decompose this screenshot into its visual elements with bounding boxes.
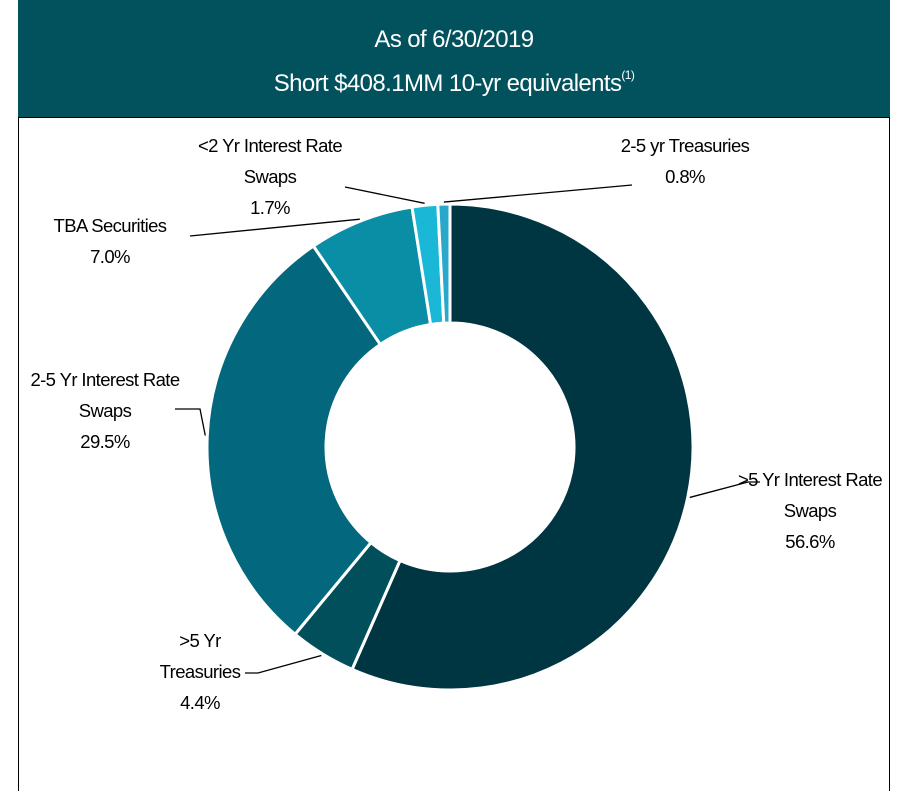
- leader-line: [689, 481, 760, 499]
- value-label: 1.7%: [250, 197, 290, 218]
- footnote-marker: (1): [621, 68, 635, 82]
- leader-line: [344, 186, 425, 204]
- donut-slice: [436, 202, 452, 325]
- category-label: <2 Yr Interest Rate Swaps: [197, 135, 343, 187]
- category-label: >5 Yr Interest Rate Swaps: [737, 469, 883, 521]
- leader-line: [175, 408, 206, 436]
- slice-label: 2-5 yr Treasuries 0.8%: [620, 130, 750, 192]
- slice-label: TBA Securities 7.0%: [20, 210, 200, 272]
- slice-label: 2-5 Yr Interest Rate Swaps 29.5%: [25, 364, 185, 457]
- frame: [18, 0, 890, 791]
- category-label: >5 Yr Treasuries: [159, 630, 241, 682]
- slice-label: >5 Yr Treasuries 4.4%: [140, 625, 260, 718]
- category-label: TBA Securities: [53, 215, 168, 236]
- category-label: 2-5 yr Treasuries: [620, 135, 750, 156]
- donut-slice: [350, 202, 695, 692]
- value-label: 56.6%: [785, 531, 835, 552]
- chart-title: As of 6/30/2019: [374, 26, 534, 53]
- subtitle-row: Short $408.1MM 10-yr equivalents(1): [18, 68, 890, 98]
- slice-label: >5 Yr Interest Rate Swaps 56.6%: [735, 464, 885, 557]
- leader-line: [189, 218, 360, 237]
- leader-line: [245, 654, 322, 674]
- leader-line: [443, 184, 633, 203]
- header: As of 6/30/2019 Short $408.1MM 10-yr equ…: [18, 0, 890, 118]
- value-label: 0.8%: [665, 166, 705, 187]
- slice-label: <2 Yr Interest Rate Swaps 1.7%: [190, 130, 350, 223]
- value-label: 29.5%: [80, 431, 130, 452]
- value-label: 4.4%: [180, 692, 220, 713]
- category-label: 2-5 Yr Interest Rate Swaps: [30, 369, 180, 421]
- donut-slice: [205, 243, 383, 637]
- value-label: 7.0%: [90, 246, 130, 267]
- chart-subtitle: Short $408.1MM 10-yr equivalents: [273, 70, 622, 97]
